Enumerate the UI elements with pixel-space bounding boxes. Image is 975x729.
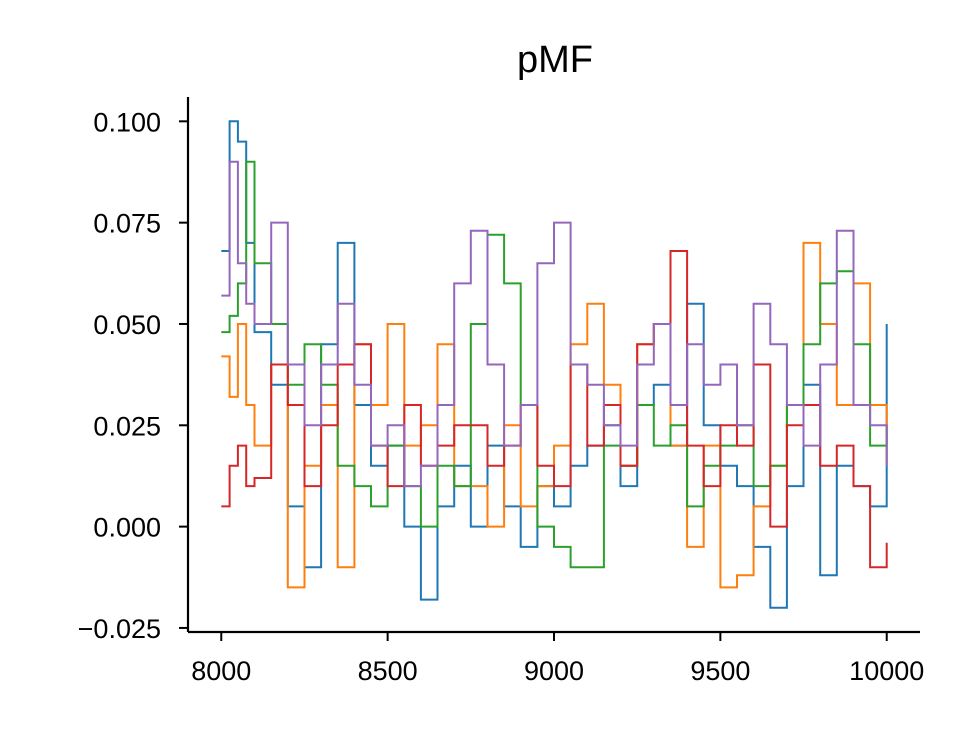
chart-title: pMF [517,39,593,81]
y-tick-label: 0.075 [93,209,161,239]
x-tick-label: 8000 [191,656,251,686]
series-layer [221,120,888,609]
x-tick-label: 10000 [849,656,924,686]
series-line-4 [221,250,888,569]
y-tick-label: 0.025 [93,411,161,441]
series-line-5 [221,160,888,488]
y-tick-label: 0.000 [93,513,161,543]
y-tick-label: 0.100 [93,107,161,137]
y-tick-label: −0.025 [78,614,161,644]
x-tick-label: 9500 [690,656,750,686]
axes-layer: 8000 8500 9000 9500 10000 −0.025 0.000 0.025 0.0… [78,97,924,686]
x-tick-label: 8500 [358,656,418,686]
x-tick-label: 9000 [524,656,584,686]
y-tick-label: 0.050 [93,310,161,340]
